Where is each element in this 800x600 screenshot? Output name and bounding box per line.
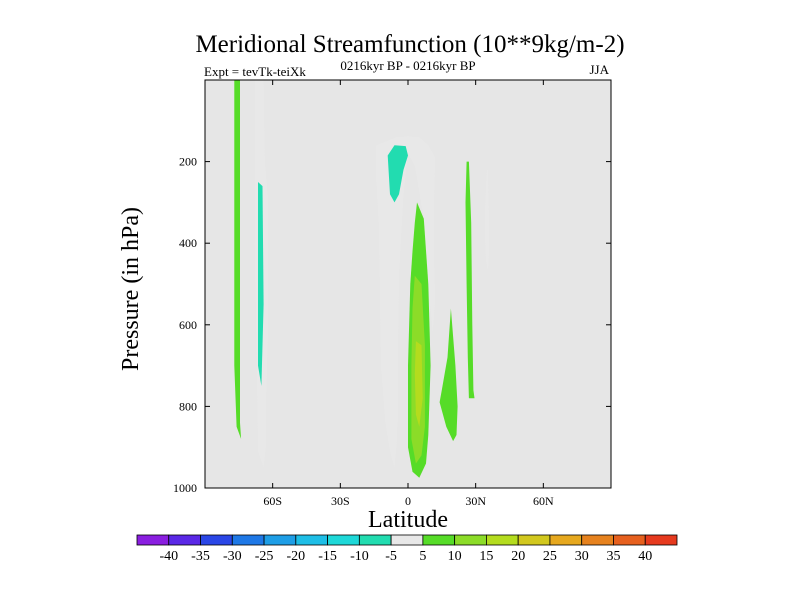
- colorbar-box-2: [200, 534, 233, 546]
- contour-layer: [234, 80, 490, 478]
- colorbar-label-7: -5: [385, 549, 397, 564]
- colorbar-label-13: 30: [575, 549, 589, 564]
- colorbar-label-9: 10: [448, 549, 462, 564]
- colorbar-box-1: [168, 534, 201, 546]
- colorbar-box-16: [644, 534, 678, 546]
- colorbar-box-12: [517, 534, 551, 546]
- contour-green-strip-far-south: [234, 80, 242, 439]
- y-tick-label-4: 1000: [173, 481, 197, 495]
- colorbar-box-14: [581, 534, 614, 546]
- colorbar-label-0: -40: [159, 549, 178, 564]
- contour-green-nh-strip: [465, 161, 475, 399]
- y-tick-label-2: 600: [179, 318, 197, 332]
- colorbar-box-5: [295, 534, 328, 546]
- colorbar: -40 -35 -30 -25 -20 -15 -10 -5 5 10 15 20 25 30 35 40: [136, 534, 678, 564]
- colorbar-label-15: 40: [638, 549, 652, 564]
- y-tick-label-1: 400: [179, 236, 197, 250]
- colorbar-box-8: [390, 534, 424, 546]
- season-label: JJA: [589, 62, 609, 77]
- x-tick-label-4: 60N: [533, 494, 554, 508]
- chart-title: Meridional Streamfunction (10**9kg/m-2): [195, 31, 624, 58]
- contour-blue-strip-south-core: [258, 182, 264, 386]
- contour-green-nh-drop: [439, 308, 458, 442]
- y-axis-label: Pressure (in hPa): [118, 207, 144, 371]
- colorbar-box-10: [454, 534, 487, 546]
- colorbar-label-14: 35: [607, 549, 621, 564]
- colorbar-box-0: [136, 534, 170, 546]
- x-axis-label: Latitude: [368, 507, 448, 533]
- colorbar-label-11: 20: [511, 549, 525, 564]
- colorbar-label-8: 5: [419, 549, 426, 564]
- colorbar-label-2: -30: [223, 549, 242, 564]
- contour-blue-equatorial-core: [387, 145, 408, 203]
- colorbar-box-3: [231, 534, 265, 546]
- y-axis-ticks: 200 400 600 800 1000: [173, 155, 611, 495]
- colorbar-box-4: [263, 534, 297, 546]
- colorbar-box-9: [422, 534, 456, 546]
- x-tick-label-2: 0: [405, 494, 411, 508]
- x-tick-label-0: 60S: [263, 494, 282, 508]
- contour-cyan-equatorial-blob: [376, 136, 436, 468]
- x-axis-ticks: 60S 30S 0 30N 60N: [263, 80, 554, 508]
- colorbar-label-12: 25: [543, 549, 557, 564]
- period-label: 0216kyr BP - 0216kyr BP: [340, 58, 475, 73]
- colorbar-label-1: -35: [191, 549, 210, 564]
- contour-yellow-equatorial-core: [414, 341, 423, 427]
- y-tick-label-3: 800: [179, 399, 197, 413]
- colorbar-label-6: -10: [350, 549, 369, 564]
- colorbar-box-15: [613, 534, 646, 546]
- colorbar-box-6: [327, 534, 360, 546]
- colorbar-label-5: -15: [318, 549, 337, 564]
- colorbar-box-7: [358, 534, 392, 546]
- colorbar-label-3: -25: [255, 549, 274, 564]
- colorbar-box-11: [486, 534, 519, 546]
- colorbar-label-10: 15: [479, 549, 493, 564]
- colorbar-box-13: [549, 534, 583, 546]
- colorbar-label-4: -20: [286, 549, 305, 564]
- x-tick-label-3: 30N: [465, 494, 486, 508]
- experiment-label: Expt = tevTk-teiXk: [204, 64, 306, 79]
- y-tick-label-0: 200: [179, 155, 197, 169]
- contour-cyan-nh-strip: [484, 169, 490, 272]
- x-tick-label-1: 30S: [331, 494, 350, 508]
